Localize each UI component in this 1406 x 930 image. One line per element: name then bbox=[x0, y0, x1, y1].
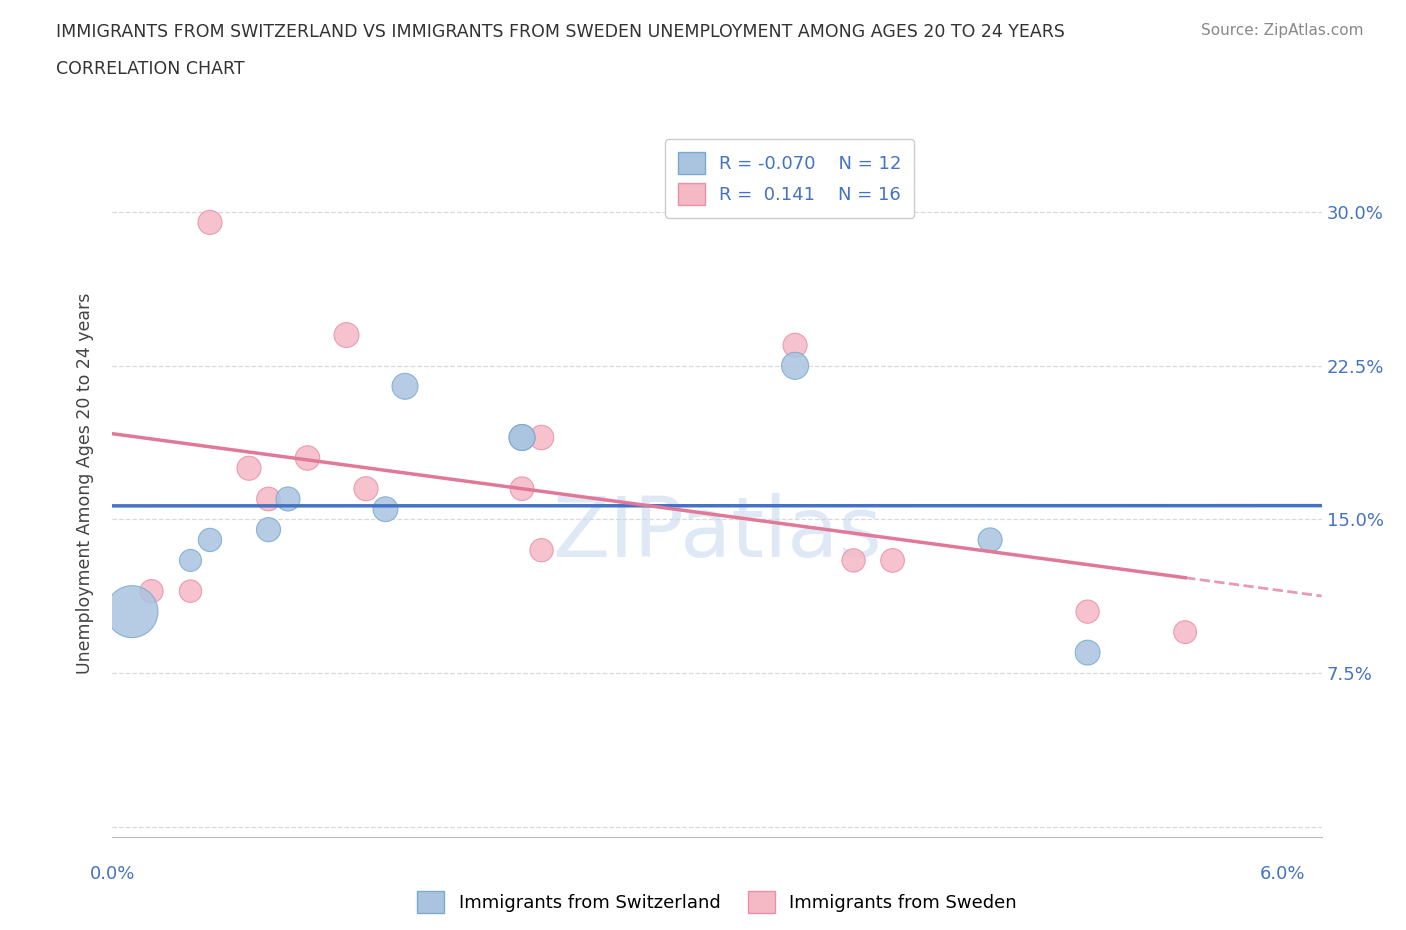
Point bbox=[179, 584, 201, 599]
Point bbox=[1174, 625, 1197, 640]
Point bbox=[530, 430, 553, 445]
Point bbox=[335, 327, 357, 342]
Point bbox=[882, 553, 904, 568]
Point bbox=[297, 450, 319, 465]
Legend: Immigrants from Switzerland, Immigrants from Sweden: Immigrants from Switzerland, Immigrants … bbox=[411, 884, 1024, 920]
Point bbox=[374, 502, 396, 517]
Point bbox=[1077, 645, 1099, 660]
Point bbox=[530, 543, 553, 558]
Point bbox=[783, 338, 806, 352]
Point bbox=[198, 215, 221, 230]
Text: 6.0%: 6.0% bbox=[1260, 865, 1305, 883]
Point bbox=[510, 430, 533, 445]
Y-axis label: Unemployment Among Ages 20 to 24 years: Unemployment Among Ages 20 to 24 years bbox=[76, 293, 94, 674]
Point bbox=[354, 482, 377, 497]
Text: Source: ZipAtlas.com: Source: ZipAtlas.com bbox=[1201, 23, 1364, 38]
Point bbox=[121, 604, 143, 619]
Text: ZIPatlas: ZIPatlas bbox=[553, 493, 882, 574]
Point bbox=[510, 482, 533, 497]
Point bbox=[257, 523, 280, 538]
Point bbox=[277, 492, 299, 507]
Point bbox=[198, 533, 221, 548]
Text: CORRELATION CHART: CORRELATION CHART bbox=[56, 60, 245, 78]
Point bbox=[394, 379, 416, 393]
Point bbox=[238, 460, 260, 475]
Point bbox=[141, 584, 163, 599]
Point bbox=[979, 533, 1001, 548]
Text: 0.0%: 0.0% bbox=[90, 865, 135, 883]
Text: IMMIGRANTS FROM SWITZERLAND VS IMMIGRANTS FROM SWEDEN UNEMPLOYMENT AMONG AGES 20: IMMIGRANTS FROM SWITZERLAND VS IMMIGRANT… bbox=[56, 23, 1066, 41]
Point bbox=[842, 553, 865, 568]
Point bbox=[510, 430, 533, 445]
Point bbox=[1077, 604, 1099, 619]
Point bbox=[179, 553, 201, 568]
Point bbox=[783, 358, 806, 373]
Point bbox=[257, 492, 280, 507]
